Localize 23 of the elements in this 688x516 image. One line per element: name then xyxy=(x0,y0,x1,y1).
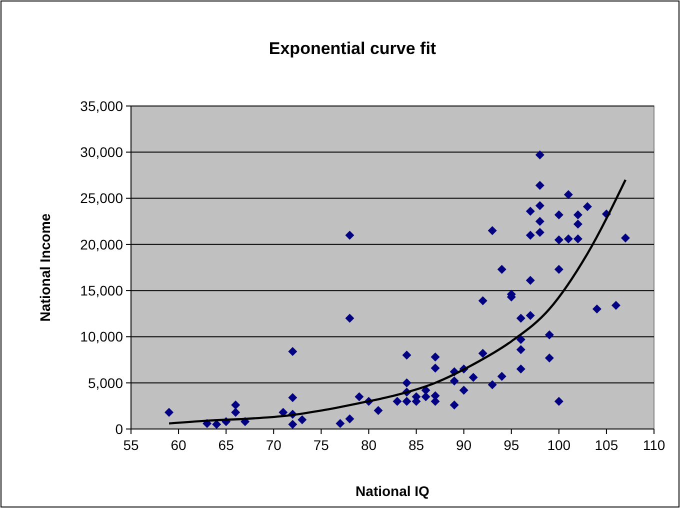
x-tick-label: 110 xyxy=(642,437,666,453)
x-tick-label: 65 xyxy=(218,437,234,453)
x-tick-label: 100 xyxy=(547,437,571,453)
x-axis-title: National IQ xyxy=(356,483,430,499)
x-tick-label: 55 xyxy=(123,437,139,453)
y-tick-label: 0 xyxy=(115,420,124,437)
x-tick-label: 75 xyxy=(313,437,330,453)
y-tick-label: 30,000 xyxy=(80,144,124,160)
y-tick-label: 20,000 xyxy=(80,236,124,252)
x-tick-label: 60 xyxy=(170,437,187,453)
x-tick-label: 70 xyxy=(266,437,282,453)
y-tick-label: 25,000 xyxy=(80,190,124,206)
x-tick-label: 95 xyxy=(504,437,520,453)
y-tick-label: 15,000 xyxy=(80,282,124,298)
y-tick-label: 5,000 xyxy=(88,374,124,391)
y-tick-label: 10,000 xyxy=(80,328,124,345)
x-tick-label: 90 xyxy=(456,437,472,453)
x-tick-label: 85 xyxy=(408,437,424,453)
x-tick-label: 80 xyxy=(360,437,377,453)
chart-title: Exponential curve fit xyxy=(268,39,436,58)
y-tick-label: 35,000 xyxy=(80,98,124,114)
x-tick-label: 105 xyxy=(594,437,618,453)
y-axis-title: National Income xyxy=(37,213,53,322)
